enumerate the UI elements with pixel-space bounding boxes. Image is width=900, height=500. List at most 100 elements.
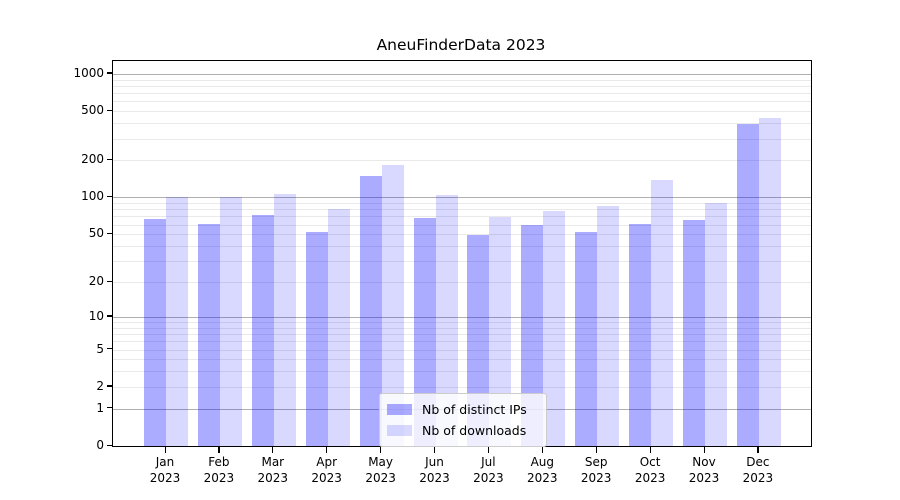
x-tick-label-line: Mar (261, 455, 285, 469)
minor-gridline (113, 93, 811, 95)
bar-distinct-ips (144, 218, 166, 446)
x-tick-label-line: 2023 (419, 471, 450, 485)
x-tick-label-line: Dec (746, 455, 770, 469)
minor-gridline (113, 79, 811, 81)
minor-gridline (113, 386, 811, 388)
bar-distinct-ips (305, 232, 328, 446)
y-tick-mark (107, 407, 112, 409)
bar-distinct-ips (736, 124, 759, 446)
major-gridline (113, 197, 811, 199)
bar-downloads (381, 164, 404, 446)
bar-downloads (651, 179, 674, 446)
minor-gridline (113, 341, 811, 343)
bar-distinct-ips (359, 175, 382, 446)
y-tick-mark (107, 385, 112, 387)
minor-gridline (113, 322, 811, 323)
x-tick-label-line: Apr (316, 455, 338, 469)
chart-title: AneuFinderData 2023 (376, 36, 546, 54)
x-tick-label-line: 2023 (311, 471, 342, 485)
x-tick-label: May 2023 (351, 454, 411, 486)
bar-distinct-ips (683, 219, 705, 446)
x-tick-label-line: Nov (692, 455, 716, 469)
minor-gridline (113, 203, 811, 205)
y-tick-mark (107, 72, 112, 74)
x-tick-label-line: 2023 (580, 471, 612, 485)
y-tick-label: 0 (96, 438, 104, 452)
bar-downloads (327, 209, 350, 446)
bar-downloads (705, 203, 727, 446)
x-tick-mark (487, 446, 490, 453)
x-tick-label: Mar 2023 (243, 454, 303, 486)
minor-gridline (113, 246, 811, 247)
x-tick-mark (541, 446, 543, 453)
x-tick-label: Feb 2023 (189, 454, 249, 486)
major-gridline (113, 73, 811, 75)
y-tick-label: 20 (88, 274, 104, 289)
x-tick-mark (380, 446, 382, 453)
y-tick-label: 5 (96, 341, 104, 356)
x-tick-label: Jun 2023 (405, 454, 465, 486)
x-tick-label-line: 2023 (688, 471, 720, 485)
y-tick-label: 1000 (73, 65, 104, 80)
y-tick-label: 50 (88, 226, 104, 241)
minor-gridline (113, 371, 811, 373)
x-tick-label-line: 2023 (365, 471, 396, 485)
bar-downloads (543, 210, 566, 446)
bar-downloads (597, 206, 620, 446)
minor-gridline (113, 216, 811, 218)
minor-gridline (113, 282, 811, 284)
y-tick-mark (107, 348, 112, 350)
y-tick-label: 100 (81, 189, 104, 204)
y-tick-label: 2 (96, 378, 104, 393)
minor-gridline (113, 209, 811, 211)
minor-gridline (113, 160, 811, 162)
minor-gridline (113, 234, 811, 236)
y-tick-mark (107, 315, 112, 317)
x-tick-label-line: Sep (584, 455, 608, 469)
minor-gridline (113, 359, 811, 361)
x-tick-label: Dec 2023 (728, 454, 788, 486)
x-tick-label-line: Jun (425, 455, 444, 469)
legend-swatch-distinct-ips (387, 404, 412, 415)
x-tick-label-line: 2023 (527, 471, 558, 485)
x-tick-label: Jul 2023 (458, 454, 518, 486)
legend-item: Nb of downloads (387, 420, 537, 441)
x-tick-label-line: 2023 (473, 471, 504, 485)
bar-downloads (758, 118, 781, 446)
minor-gridline (113, 349, 811, 351)
x-tick-label: Jan 2023 (135, 454, 195, 486)
y-tick-mark (107, 158, 112, 161)
y-tick-mark (107, 195, 112, 198)
bar-distinct-ips (629, 223, 652, 446)
legend-swatch-downloads (387, 425, 412, 436)
bar-distinct-ips (575, 232, 598, 446)
y-tick-label: 10 (88, 308, 104, 323)
y-tick-mark (107, 444, 112, 446)
x-tick-label-line: Feb (208, 455, 230, 469)
x-tick-mark (164, 446, 166, 453)
major-gridline (113, 316, 811, 318)
bar-downloads (219, 197, 242, 446)
x-tick-mark (703, 446, 705, 453)
x-tick-label-line: May (368, 455, 393, 469)
x-tick-label-line: Jul (481, 455, 496, 469)
x-tick-mark (757, 446, 759, 453)
x-tick-mark (326, 446, 328, 453)
x-tick-mark (649, 446, 651, 453)
bar-downloads (435, 194, 458, 446)
y-tick-label: 1 (96, 400, 104, 415)
x-tick-label: Aug 2023 (512, 454, 572, 486)
x-tick-label: Oct 2023 (620, 454, 680, 486)
minor-gridline (113, 123, 811, 125)
minor-gridline (113, 334, 811, 336)
legend-label: Nb of distinct IPs (422, 402, 527, 417)
legend-label: Nb of downloads (422, 423, 527, 438)
x-tick-mark (595, 446, 597, 453)
bar-distinct-ips (521, 224, 544, 446)
minor-gridline (113, 101, 811, 103)
y-tick-mark (107, 280, 112, 282)
bar-distinct-ips (197, 223, 220, 446)
minor-gridline (113, 111, 811, 113)
x-tick-mark (434, 446, 436, 453)
x-tick-mark (272, 446, 274, 453)
